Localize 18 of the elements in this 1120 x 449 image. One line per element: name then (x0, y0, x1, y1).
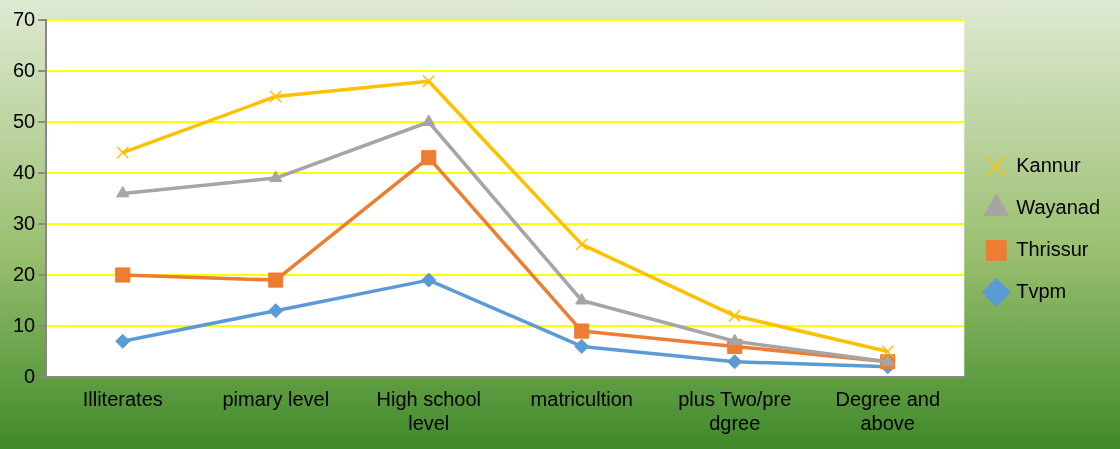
y-tick-label: 0 (24, 364, 36, 387)
x-tick-label: Illiterates (82, 387, 163, 410)
legend-label: Kannur (1016, 154, 1082, 177)
x-tick-label: pimary level (222, 387, 330, 410)
x-tick-label: Degree and above (835, 387, 941, 434)
x-tick-label: matricultion (530, 387, 633, 410)
legend-label: Thrissur (1016, 238, 1089, 261)
legend-label: Wayanad (1016, 196, 1100, 219)
y-tick-label: 50 (13, 109, 36, 132)
y-tick-label: 70 (13, 7, 36, 30)
y-tick-label: 60 (13, 58, 36, 81)
y-tick-label: 40 (13, 160, 36, 183)
x-tick-label: plus Two/pre dgree (678, 387, 792, 434)
y-tick-label: 10 (13, 313, 36, 336)
x-tick-label: High school level (376, 387, 482, 434)
y-tick-label: 20 (13, 262, 36, 285)
y-tick-label: 30 (13, 211, 36, 234)
legend-label: Tvpm (1016, 280, 1067, 303)
